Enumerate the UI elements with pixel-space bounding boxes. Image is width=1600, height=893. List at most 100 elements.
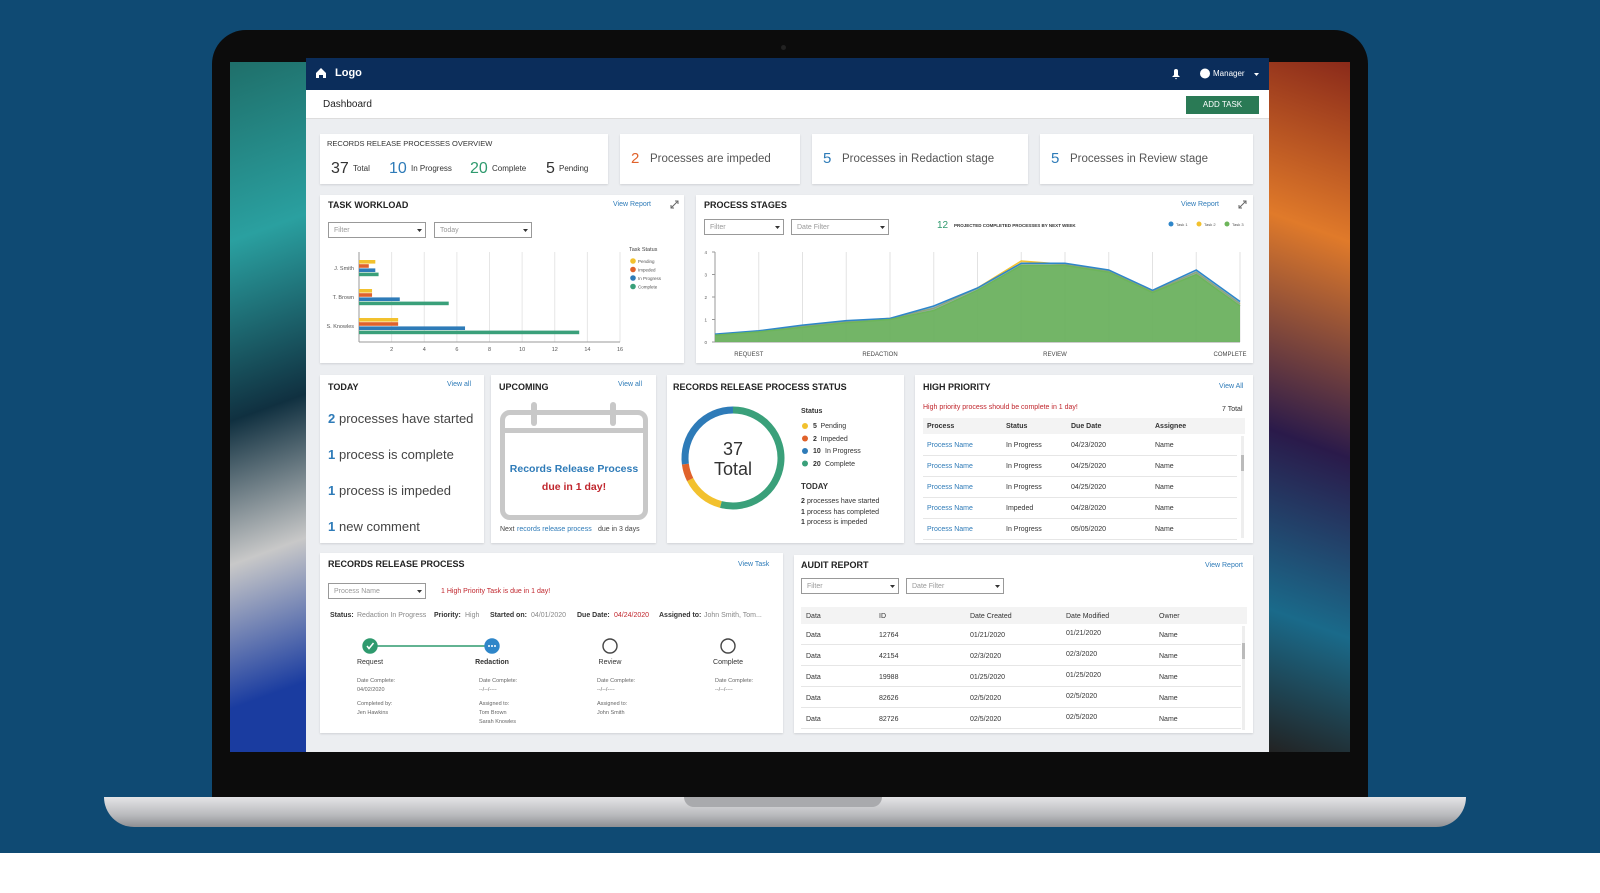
panel-link[interactable]: View All [1219, 383, 1244, 390]
panel-title: TODAY [328, 382, 359, 392]
table-cell: 04/25/2020 [1071, 484, 1107, 491]
step-detail: Date Complete: [597, 678, 636, 684]
upcoming-footer-link[interactable]: records release process [517, 526, 592, 533]
filter-select[interactable] [328, 222, 426, 238]
projection-value: 12 [937, 220, 949, 231]
task-workload-panel [320, 195, 684, 363]
scrollbar [1241, 436, 1244, 538]
date-select-label: Today [440, 227, 459, 234]
column-header: Assignee [1155, 423, 1187, 430]
status-count: 20 [813, 460, 821, 468]
table-cell: In Progress [1006, 463, 1042, 470]
today-text: new comment [339, 519, 420, 534]
step-detail: Assigned to: [597, 701, 628, 707]
meta-label: Status: [330, 612, 354, 619]
add-task-button[interactable]: ADD TASK [1186, 96, 1259, 114]
scrollbar-thumb [1242, 643, 1245, 659]
column-header: Owner [1159, 613, 1180, 620]
upcoming-footer-prefix: Next [500, 526, 515, 533]
process-link[interactable]: Process Name [927, 484, 973, 491]
upcoming-message: Records Release Process [509, 463, 639, 475]
table-cell: Name [1159, 632, 1178, 639]
card-value: 5 [823, 150, 832, 167]
summary-card [812, 134, 1028, 184]
table-cell: 02/5/2020 [1066, 693, 1098, 700]
meta-label: Due Date: [577, 612, 610, 619]
date-select[interactable] [791, 219, 889, 235]
status-today-title: TODAY [801, 482, 829, 491]
column-header: Data [806, 613, 821, 620]
process-link[interactable]: Process Name [927, 442, 973, 449]
step-label: Redaction [475, 659, 509, 666]
panel-link[interactable]: View all [447, 381, 471, 388]
step-detail: Jen Hawkins [357, 710, 389, 716]
today-text: processes have started [339, 411, 474, 426]
today-text: process is impeded [339, 483, 451, 498]
today-count: 2 [328, 411, 336, 426]
date-select[interactable] [906, 578, 1004, 594]
column-header: Date Created [970, 613, 1012, 620]
table-cell: 02/3/2020 [970, 653, 1002, 660]
today-count: 1 [328, 483, 336, 498]
status-today-count: 1 [801, 508, 805, 516]
overview-stat-label: Pending [559, 164, 589, 173]
table-cell: 01/21/2020 [970, 632, 1006, 639]
table-header [923, 418, 1245, 434]
meta-label: Started on: [490, 612, 527, 619]
row-divider [801, 665, 1241, 666]
filter-select[interactable] [801, 578, 899, 594]
screen-wallpaper-left [230, 62, 310, 752]
process-link[interactable]: Process Name [927, 463, 973, 470]
table-cell: In Progress [1006, 442, 1042, 449]
table-cell: 82726 [879, 716, 899, 723]
step-label: Complete [713, 659, 743, 666]
overview-stat-value: 5 [546, 160, 555, 177]
step-detail: --/--/---- [715, 687, 733, 693]
panel-link[interactable]: View Report [613, 201, 652, 208]
status-today-text: process is impeded [807, 519, 868, 526]
panel-link[interactable]: View Report [1181, 201, 1220, 208]
table-cell: Name [1159, 695, 1178, 702]
row-divider [923, 518, 1237, 519]
date-select-label: Date Filter [797, 224, 830, 231]
card-label: Processes in Redaction stage [842, 153, 995, 165]
filter-select-label: Filter [807, 583, 823, 590]
status-label: In Progress [825, 448, 861, 455]
row-divider [801, 686, 1241, 687]
process-link[interactable]: Process Name [927, 505, 973, 512]
scrollbar [1242, 626, 1245, 730]
table-cell: 42154 [879, 653, 899, 660]
panel-link[interactable]: View Task [738, 561, 770, 568]
process-select[interactable] [328, 583, 426, 599]
card-value: 2 [631, 150, 640, 167]
panel-link[interactable]: View Report [1205, 562, 1244, 569]
step-detail: Assigned to: [479, 701, 510, 707]
panel-link[interactable]: View all [618, 381, 642, 388]
table-cell: 02/5/2020 [970, 716, 1002, 723]
date-select[interactable] [434, 222, 532, 238]
process-link[interactable]: Process Name [927, 526, 973, 533]
overview-stat-value: 20 [470, 160, 488, 177]
logo: Logo [335, 67, 362, 79]
row-divider [923, 539, 1237, 540]
step-detail: John Smith [597, 710, 625, 716]
user-menu[interactable]: Manager [1213, 69, 1245, 78]
card-label: Processes in Review stage [1070, 153, 1209, 165]
row-divider [801, 707, 1241, 708]
table-cell: Data [806, 716, 821, 723]
table-cell: Data [806, 695, 821, 702]
camera [781, 45, 786, 50]
date-select-label: Date Filter [912, 583, 945, 590]
filter-select[interactable] [704, 219, 784, 235]
column-header: ID [879, 613, 886, 620]
table-cell: In Progress [1006, 526, 1042, 533]
records-alert: 1 High Priority Task is due in 1 day! [441, 588, 551, 595]
high-priority-total: 7 Total [1222, 406, 1243, 413]
status-label: Complete [825, 460, 855, 468]
row-divider [923, 476, 1237, 477]
meta-value: High [465, 612, 480, 619]
step-detail: Date Complete: [357, 678, 396, 684]
meta-value: Redaction In Progress [357, 612, 427, 619]
table-cell: 01/21/2020 [1066, 630, 1102, 637]
status-label: Impeded [820, 435, 848, 443]
